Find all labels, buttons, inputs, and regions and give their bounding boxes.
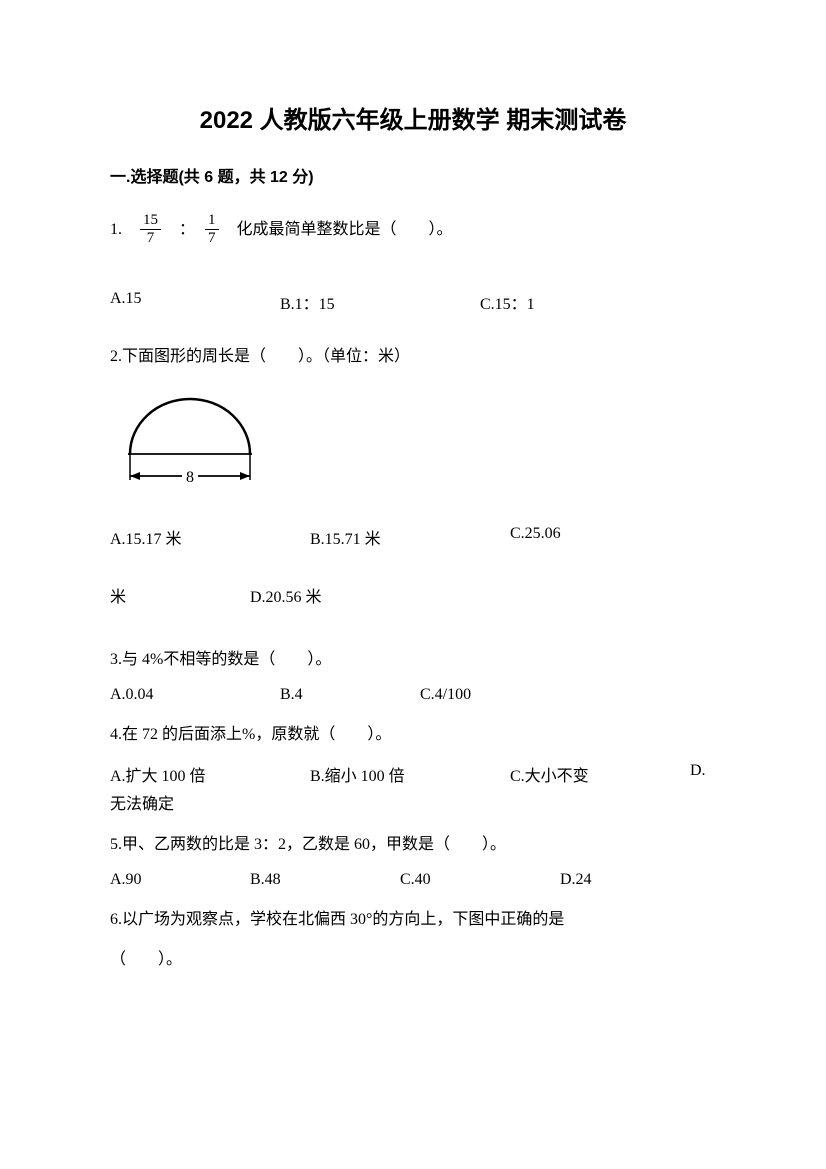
q2-option-d: D.20.56 米 xyxy=(250,583,450,607)
q1-option-b: B.1：15 xyxy=(280,290,480,314)
question-3: 3.与 4%不相等的数是（ ）。 xyxy=(110,647,716,673)
question-2-options-row1: A.15.17 米 B.15.71 米 C.25.06 xyxy=(110,525,716,549)
q1-option-c: C.15：1 xyxy=(480,290,630,314)
q4-option-c: C.大小不变 xyxy=(510,762,690,786)
question-1-stem: 1. 15 7 ： 1 7 化成最简单整数比是（ ）。 xyxy=(110,213,716,246)
q4-option-d: D. xyxy=(690,762,710,786)
section-1-header: 一.选择题(共 6 题，共 12 分) xyxy=(110,163,716,187)
q2-option-c-cont: 米 xyxy=(110,583,250,607)
question-5: 5.甲、乙两数的比是 3：2，乙数是 60，甲数是（ ）。 xyxy=(110,832,716,858)
question-2: 2.下面图形的周长是（ ）。（单位：米） xyxy=(110,344,716,370)
question-2-options-row2: 米 D.20.56 米 xyxy=(110,583,716,607)
q5-option-c: C.40 xyxy=(400,871,560,889)
q1-frac1-num: 15 xyxy=(140,213,161,230)
q4-option-d-cont: 无法确定 xyxy=(110,790,716,814)
q5-option-d: D.24 xyxy=(560,871,660,889)
q5-option-b: B.48 xyxy=(250,871,400,889)
question-4-options: A.扩大 100 倍 B.缩小 100 倍 C.大小不变 D. xyxy=(110,762,716,786)
q1-frac1-den: 7 xyxy=(144,230,158,246)
q4-option-b: B.缩小 100 倍 xyxy=(310,762,510,786)
question-3-options: A.0.04 B.4 C.4/100 xyxy=(110,686,716,704)
arrow-left-icon xyxy=(130,472,140,480)
question-1: 1. 15 7 ： 1 7 化成最简单整数比是（ ）。 xyxy=(110,213,716,246)
page-title: 2022 人教版六年级上册数学 期末测试卷 xyxy=(110,100,716,135)
question-2-figure: 8 xyxy=(110,384,716,499)
q1-prefix: 1. xyxy=(110,217,138,243)
exam-page: 2022 人教版六年级上册数学 期末测试卷 一.选择题(共 6 题，共 12 分… xyxy=(0,0,826,1169)
q1-frac2-den: 7 xyxy=(205,230,219,246)
semicircle-diagram: 8 xyxy=(110,384,280,494)
question-1-options: A.15 B.1：15 C.15：1 xyxy=(110,290,716,314)
q1-colon: ： xyxy=(163,217,203,243)
question-5-options: A.90 B.48 C.40 D.24 xyxy=(110,871,716,889)
question-6: 6.以广场为观察点，学校在北偏西 30°的方向上，下图中正确的是 xyxy=(110,907,716,933)
q1-fraction-2: 1 7 xyxy=(205,213,219,246)
diameter-label: 8 xyxy=(186,469,194,486)
q2-option-c: C.25.06 xyxy=(510,525,660,549)
q1-fraction-1: 15 7 xyxy=(140,213,161,246)
q1-frac2-num: 1 xyxy=(205,213,219,230)
q1-option-a: A.15 xyxy=(110,290,280,314)
q3-option-b: B.4 xyxy=(280,686,420,704)
q2-option-b: B.15.71 米 xyxy=(310,525,510,549)
semicircle-arc xyxy=(130,399,250,454)
question-4: 4.在 72 的后面添上%，原数就（ ）。 xyxy=(110,722,716,748)
q3-option-c: C.4/100 xyxy=(420,686,570,704)
q5-option-a: A.90 xyxy=(110,871,250,889)
question-6-line2: （ ）。 xyxy=(110,947,716,973)
q4-option-a: A.扩大 100 倍 xyxy=(110,762,310,786)
arrow-right-icon xyxy=(240,472,250,480)
q2-option-a: A.15.17 米 xyxy=(110,525,310,549)
q1-suffix: 化成最简单整数比是（ ）。 xyxy=(221,217,453,243)
q3-option-a: A.0.04 xyxy=(110,686,280,704)
